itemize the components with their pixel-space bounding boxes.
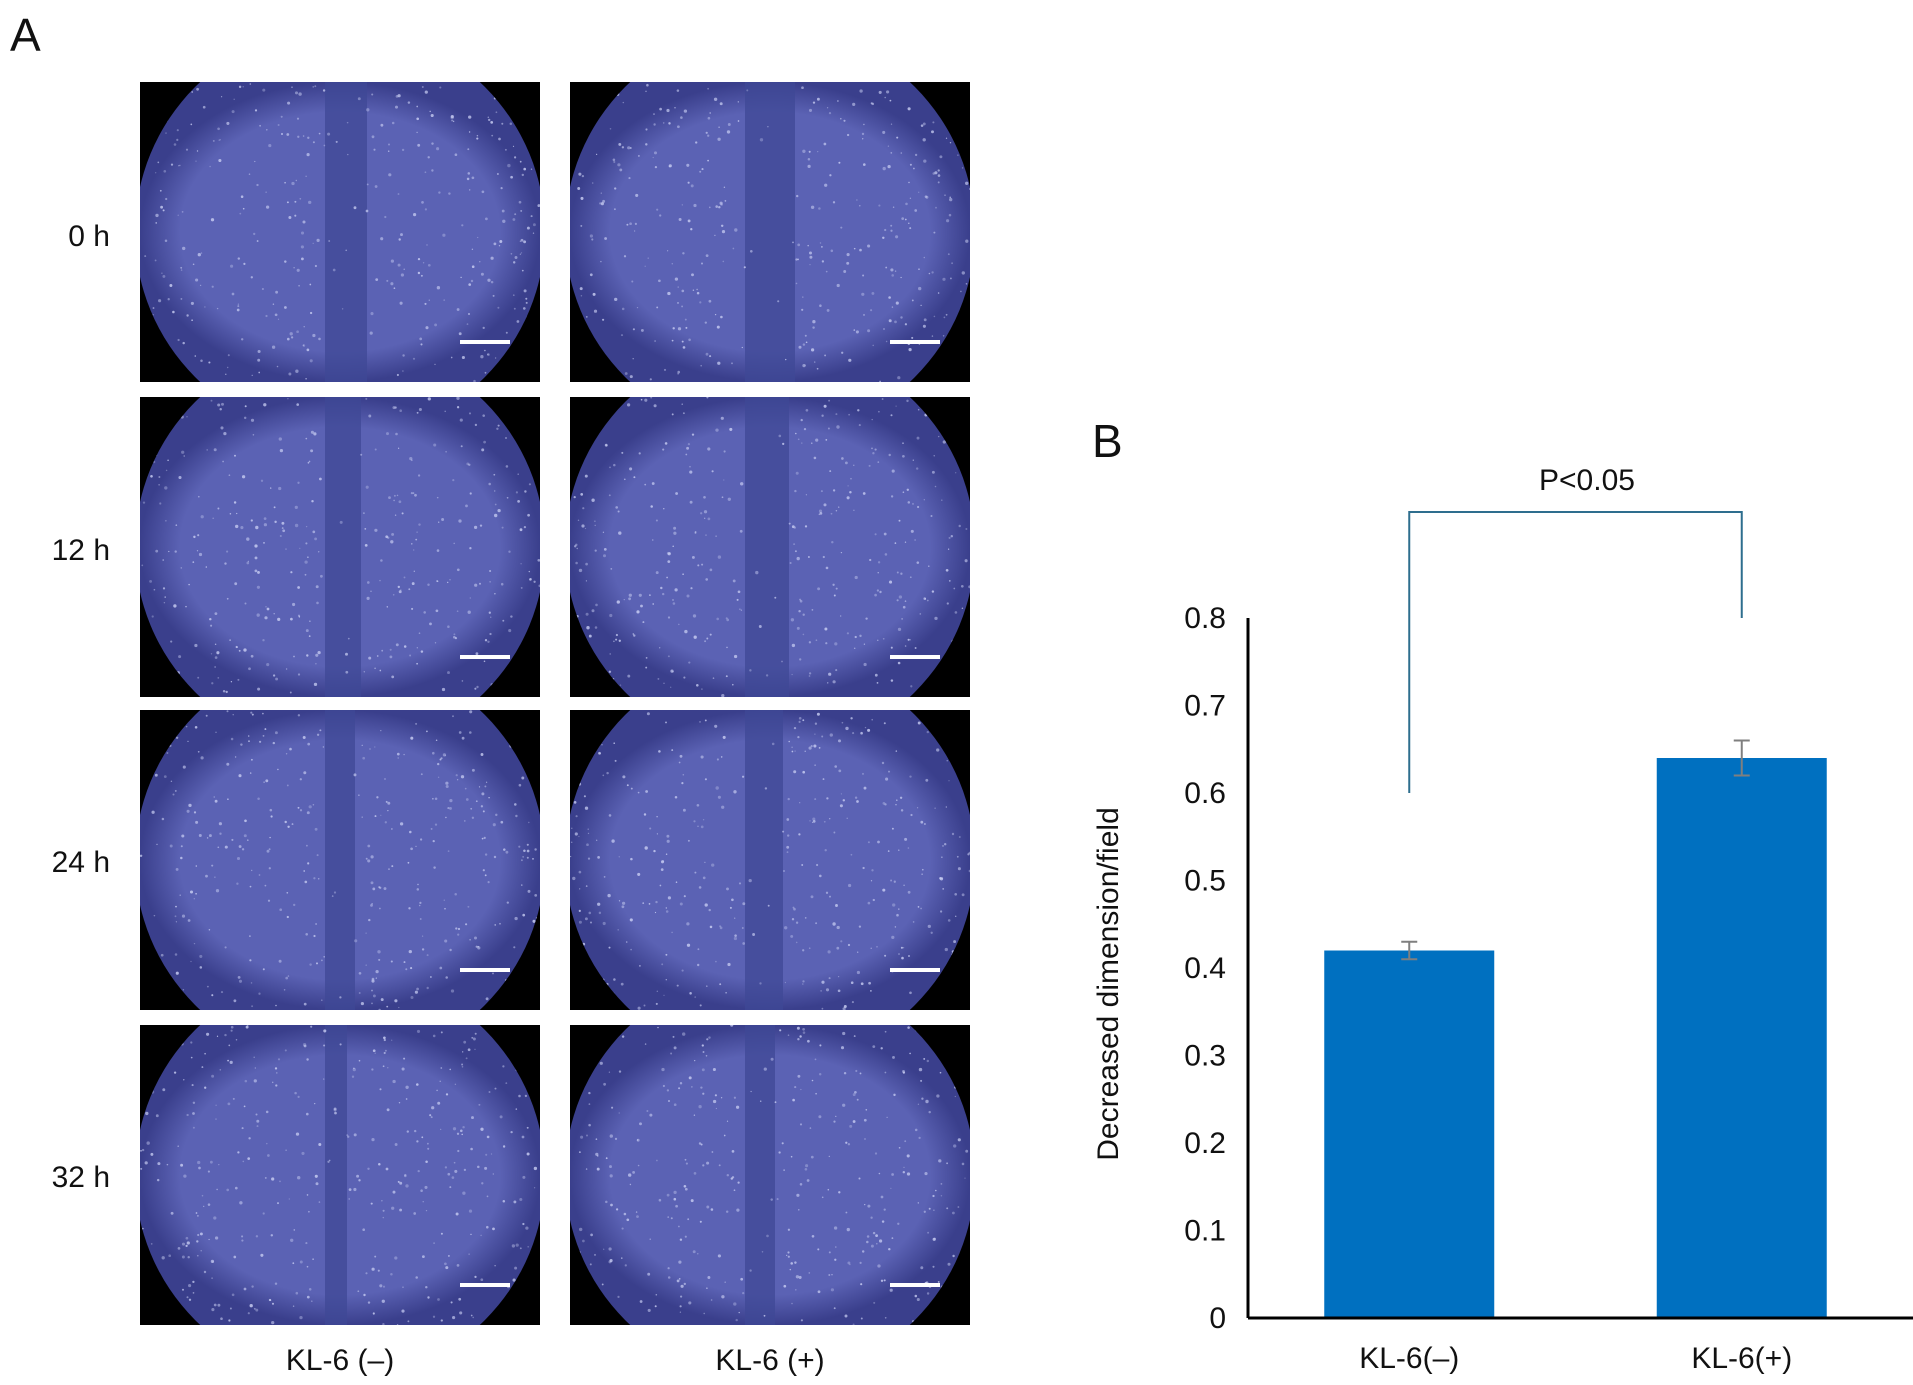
scale-bar: [460, 1283, 510, 1287]
panel-b-letter: B: [1092, 415, 1123, 467]
scale-bar: [890, 340, 940, 344]
col-label-kl6-pos: KL-6 (+): [715, 1344, 825, 1377]
micrograph-0h-kl6-neg: [140, 82, 540, 382]
micrograph-24h-kl6-pos: [570, 710, 970, 1010]
scale-bar: [460, 340, 510, 344]
error-bar: [1401, 940, 1418, 961]
bar-kl6-pos: [1656, 758, 1827, 1318]
bar-kl6-neg: [1324, 950, 1495, 1318]
micrograph-12h-kl6-pos: [570, 397, 970, 697]
x-tick-label: KL-6(–): [1359, 1342, 1459, 1375]
micrograph-32h-kl6-pos: [570, 1025, 970, 1325]
y-tick-label: 0: [1209, 1302, 1226, 1335]
col-label-kl6-neg: KL-6 (–): [285, 1344, 395, 1377]
y-tick-label: 0.4: [1184, 952, 1226, 985]
row-label-0h: 0 h: [68, 220, 110, 253]
scale-bar: [890, 968, 940, 972]
y-tick-label: 0.2: [1184, 1127, 1226, 1160]
x-tick-label: KL-6(+): [1691, 1342, 1792, 1375]
micrograph-0h-kl6-pos: [570, 82, 970, 382]
scale-bar: [460, 655, 510, 659]
y-tick-label: 0.3: [1184, 1040, 1226, 1073]
y-axis-label: Decreased dimension/field: [1092, 807, 1125, 1161]
scale-bar: [460, 968, 510, 972]
y-tick-label: 0.5: [1184, 865, 1226, 898]
micrograph-12h-kl6-neg: [140, 397, 540, 697]
panel-a-letter: A: [10, 9, 41, 61]
scale-bar: [890, 1283, 940, 1287]
row-label-12h: 12 h: [51, 534, 110, 567]
micrograph-32h-kl6-neg: [140, 1025, 540, 1325]
row-label-24h: 24 h: [51, 846, 110, 879]
y-tick-label: 0.7: [1184, 690, 1226, 723]
row-label-32h: 32 h: [51, 1161, 110, 1194]
bar-chart: P<0.05 0 0.1 0.2 0.3 0.4 0.5 0.6 0.7 0.8 KL-6(–)…: [1092, 464, 1913, 1375]
significance-bracket: [1408, 511, 1743, 793]
scale-bar: [890, 655, 940, 659]
p-value-annotation: P<0.05: [1539, 464, 1635, 497]
y-tick-label: 0.1: [1184, 1215, 1226, 1248]
micrograph-24h-kl6-neg: [140, 710, 540, 1010]
y-tick-label: 0.6: [1184, 777, 1226, 810]
error-bar: [1733, 739, 1750, 777]
y-tick-label: 0.8: [1184, 602, 1226, 635]
